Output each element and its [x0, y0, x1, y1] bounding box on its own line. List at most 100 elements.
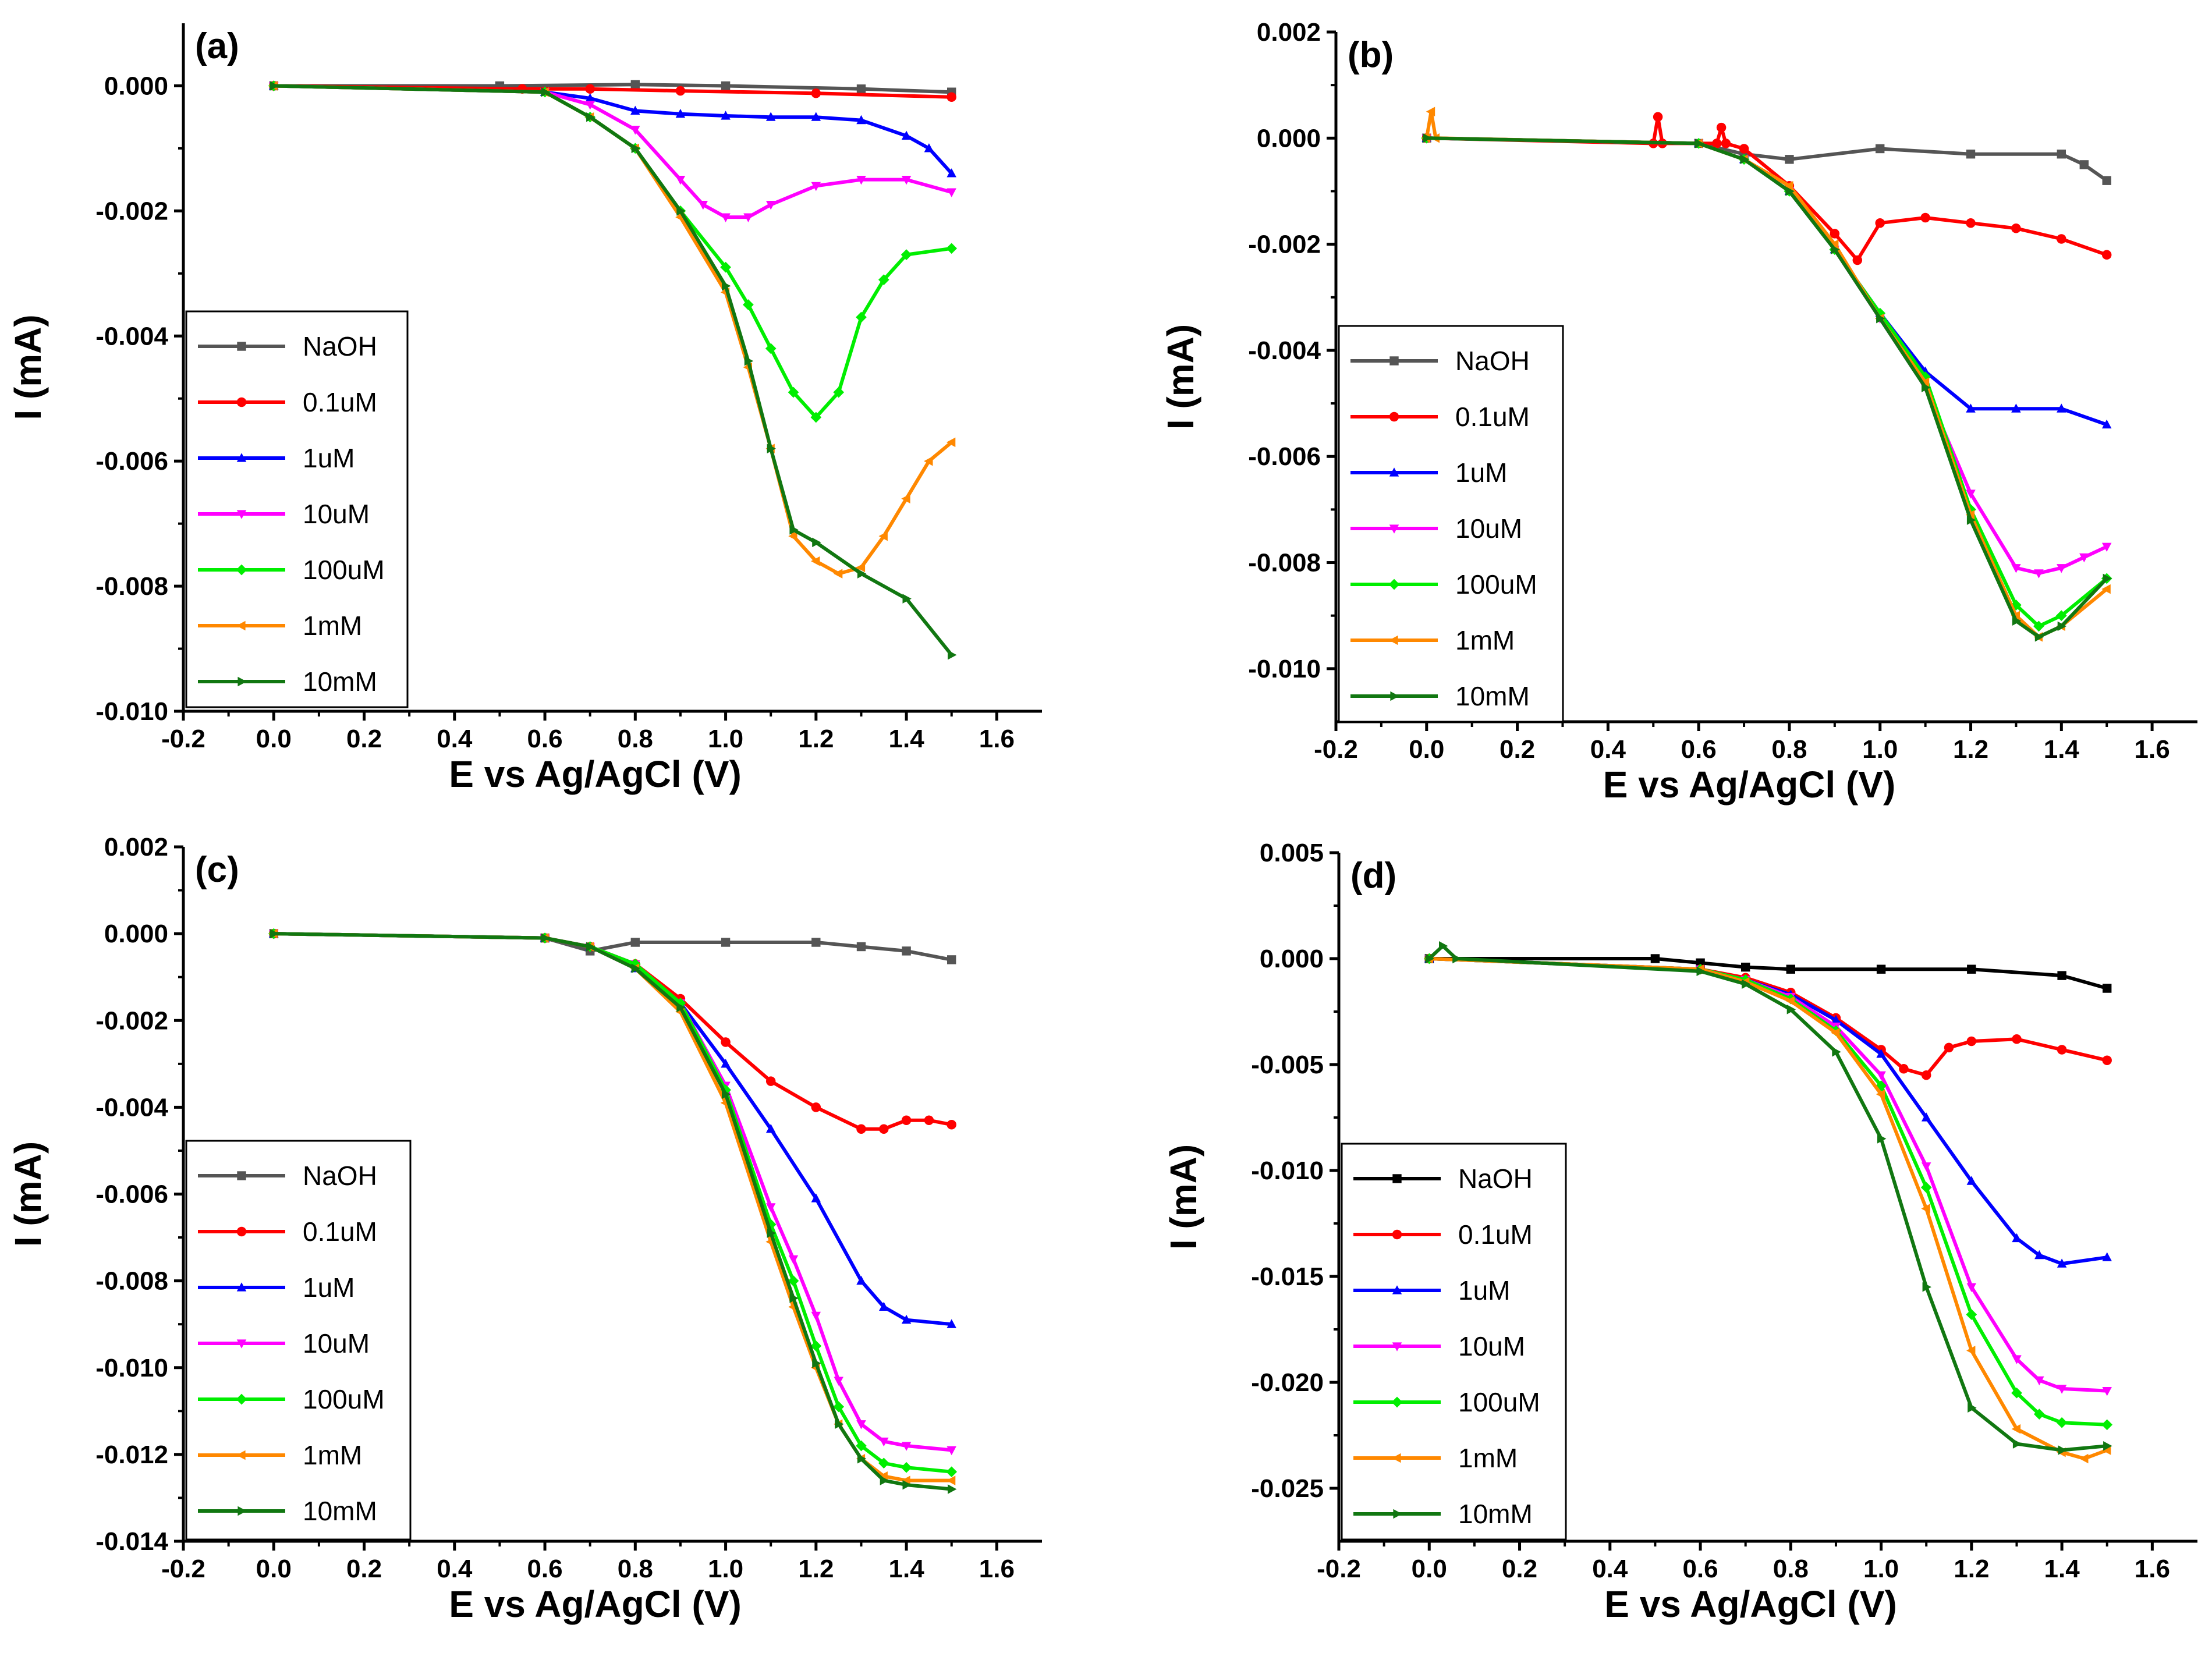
- y-tick-label: 0.000: [104, 72, 168, 100]
- data-point: [541, 87, 550, 97]
- data-point: [2011, 224, 2021, 233]
- legend-marker: [1392, 1229, 1402, 1240]
- legend-label: NaOH: [303, 1161, 377, 1191]
- data-point: [901, 176, 912, 185]
- data-point: [721, 1037, 731, 1047]
- legend-label: 0.1uM: [1458, 1219, 1533, 1250]
- legend-marker: [1389, 524, 1399, 534]
- data-point: [1967, 964, 1976, 974]
- data-point: [630, 938, 640, 947]
- data-point: [2057, 1258, 2067, 1268]
- data-point: [1695, 139, 1704, 148]
- data-point: [901, 494, 910, 503]
- data-point: [2033, 1409, 2045, 1420]
- legend-marker: [236, 1450, 246, 1460]
- data-point: [744, 356, 754, 366]
- legend-label: 0.1uM: [303, 1216, 377, 1247]
- data-point: [880, 1475, 889, 1485]
- data-point: [947, 1119, 956, 1130]
- series-line-naoh: [272, 83, 953, 94]
- data-point: [1921, 1162, 1931, 1172]
- data-point: [856, 562, 866, 573]
- data-point: [901, 130, 912, 140]
- legend-label: 10mM: [303, 1496, 377, 1526]
- data-point: [2057, 234, 2066, 244]
- legend-label: 10mM: [303, 666, 377, 697]
- data-point: [2101, 419, 2112, 429]
- data-point: [722, 281, 731, 291]
- x-tick-label: 0.2: [1500, 735, 1535, 764]
- legend-item: 10uM: [1350, 513, 1522, 544]
- data-point: [1966, 489, 1976, 499]
- y-tick-label: -0.008: [95, 572, 168, 601]
- data-point: [947, 188, 956, 197]
- data-point: [631, 963, 641, 974]
- legend-item: 1mM: [1350, 625, 1515, 655]
- data-point: [1966, 1346, 1976, 1356]
- data-point: [2057, 1045, 2067, 1055]
- x-tick-label: 0.4: [1590, 735, 1626, 764]
- legend-marker: [237, 1506, 247, 1516]
- data-point: [879, 1124, 889, 1134]
- data-point: [1920, 212, 1930, 223]
- data-point: [765, 1076, 776, 1086]
- data-point: [2102, 1055, 2112, 1065]
- data-point: [1426, 107, 1435, 116]
- data-point: [856, 1420, 866, 1429]
- data-point: [901, 1314, 912, 1324]
- data-point: [1784, 181, 1793, 191]
- legend-box: [1338, 325, 1564, 723]
- data-point: [1785, 155, 1794, 164]
- data-point: [1876, 1089, 1885, 1099]
- panel-b: -0.2 0.0 0.2 0.4 0.6 0.8 1.0 1.2 1.4 1.6 0.002 0.00…: [1160, 18, 2197, 806]
- data-point: [1452, 953, 1462, 964]
- data-point: [2011, 403, 2021, 413]
- data-point: [676, 1002, 686, 1013]
- data-point: [878, 1457, 889, 1469]
- data-point: [2079, 160, 2089, 169]
- legend-item: 100uM: [1350, 569, 1537, 600]
- data-point: [947, 955, 956, 964]
- legend-label: 10uM: [303, 499, 370, 529]
- data-point: [2101, 584, 2111, 594]
- data-point: [1899, 1064, 1909, 1074]
- legend-label: NaOH: [1458, 1164, 1533, 1194]
- legend-marker: [1389, 356, 1399, 366]
- series-line-0.1um: [272, 932, 953, 1131]
- legend-label: 1mM: [303, 611, 362, 641]
- legend-item: 1uM: [1353, 1275, 1510, 1306]
- x-tick-label: 1.2: [798, 1555, 834, 1583]
- data-point: [2102, 1252, 2112, 1261]
- data-point: [834, 1377, 843, 1386]
- x-tick-label: 1.0: [708, 725, 743, 753]
- y-tick-label: -0.025: [1251, 1474, 1324, 1503]
- data-point: [1423, 133, 1432, 143]
- data-point: [631, 143, 641, 154]
- x-tick-label: 1.4: [2044, 1555, 2080, 1583]
- x-tick-label: 0.8: [1771, 735, 1807, 764]
- data-point: [1966, 1283, 1977, 1292]
- legend-item: 1uM: [1350, 457, 1507, 488]
- legend-label: 10uM: [1455, 513, 1522, 544]
- data-point: [812, 1358, 821, 1368]
- y-tick-label: -0.004: [95, 322, 168, 350]
- legend-item: 10uM: [198, 499, 370, 529]
- data-point: [1922, 1282, 1931, 1292]
- data-point: [924, 143, 934, 152]
- y-tick-label: -0.010: [1251, 1157, 1324, 1185]
- data-point: [833, 1401, 845, 1413]
- data-point: [675, 109, 686, 118]
- data-point: [856, 1440, 867, 1452]
- x-tick-label: 0.6: [1681, 735, 1717, 764]
- data-point: [585, 101, 595, 110]
- y-tick-label: -0.006: [95, 1180, 168, 1209]
- data-point: [1876, 313, 1885, 324]
- data-point: [810, 1340, 822, 1352]
- legend: NaOH 0.1uM 1uM 10uM 100uM 1mM 10mM: [1338, 325, 1564, 723]
- legend-marker: [1389, 467, 1399, 477]
- data-point: [2102, 176, 2111, 185]
- data-point: [767, 1228, 776, 1238]
- data-point: [630, 126, 640, 135]
- x-tick-label: 0.6: [527, 1555, 562, 1583]
- legend-label: 0.1uM: [1455, 402, 1530, 432]
